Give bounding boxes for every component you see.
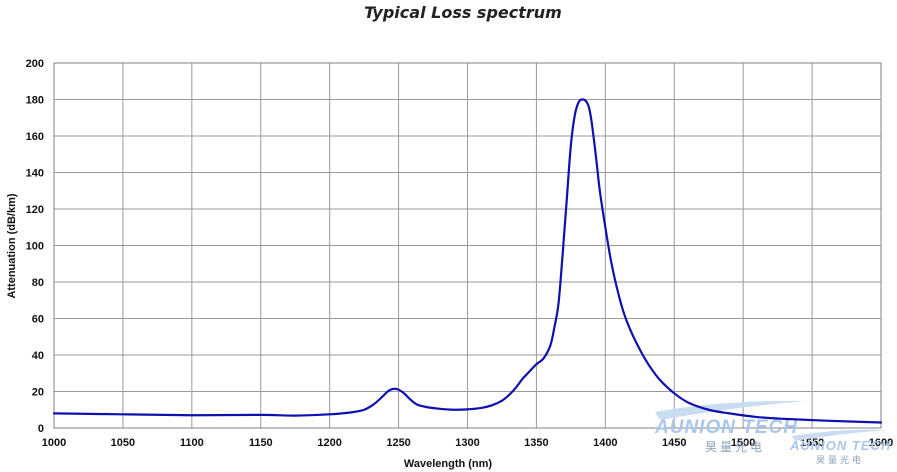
x-tick-label: 1100 xyxy=(180,437,204,449)
x-tick-label: 1150 xyxy=(249,437,273,449)
y-tick-label: 20 xyxy=(32,387,44,399)
watermark-cn-small: 昊量光电 xyxy=(816,454,864,466)
watermark-logo: AUNION TECH 昊量光电 AUNION TECH 昊量光电 xyxy=(654,400,891,466)
x-tick-label: 1300 xyxy=(455,437,479,449)
x-tick-label: 1000 xyxy=(42,437,66,449)
watermark-text-small: AUNION TECH xyxy=(789,438,891,453)
x-tick-label: 1050 xyxy=(111,437,135,449)
watermark-text: AUNION TECH xyxy=(654,417,798,438)
x-tick-label: 1250 xyxy=(386,437,410,449)
y-tick-label: 200 xyxy=(26,58,44,70)
y-tick-label: 120 xyxy=(26,204,44,216)
x-tick-label: 1200 xyxy=(317,437,341,449)
x-tick-label: 1500 xyxy=(731,437,755,449)
y-tick-labels: 0 20 40 60 80 100 120 140 160 180 200 xyxy=(26,58,44,435)
series-line xyxy=(52,98,883,424)
x-tick-label: 1550 xyxy=(800,437,824,449)
watermark-cn: 昊量光电 xyxy=(705,440,765,454)
y-tick-label: 80 xyxy=(32,277,44,289)
y-tick-label: 180 xyxy=(26,95,44,107)
y-tick-label: 100 xyxy=(26,241,44,253)
plot-frame xyxy=(53,62,882,429)
y-tick-label: 60 xyxy=(32,314,44,326)
x-axis-label: Wavelength (nm) xyxy=(404,458,493,470)
grid xyxy=(53,62,882,429)
x-tick-label: 1450 xyxy=(662,437,686,449)
y-tick-label: 140 xyxy=(26,168,44,180)
x-tick-labels: 1000 1050 1100 1150 1200 1250 1300 1350 1400 1450… xyxy=(42,437,893,449)
x-tick-label: 1400 xyxy=(593,437,617,449)
chart-title: Typical Loss spectrum xyxy=(364,3,562,22)
y-tick-label: 40 xyxy=(32,350,44,362)
y-axis-label: Attenuation (dB/km) xyxy=(6,193,18,298)
x-tick-label: 1600 xyxy=(869,437,893,449)
y-tick-label: 160 xyxy=(26,131,44,143)
x-tick-label: 1350 xyxy=(524,437,548,449)
y-tick-label: 0 xyxy=(38,423,44,435)
